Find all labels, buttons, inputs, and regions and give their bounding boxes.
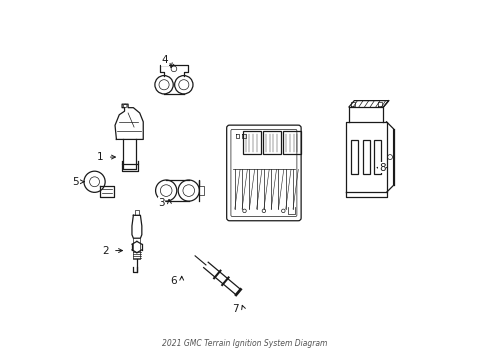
Text: 2: 2	[102, 246, 108, 256]
Bar	[263, 131, 281, 154]
Text: 3: 3	[158, 198, 164, 208]
Text: 5: 5	[72, 177, 79, 187]
Bar	[350, 140, 357, 174]
Bar	[374, 140, 381, 174]
Bar	[283, 131, 301, 154]
Bar	[242, 131, 261, 154]
Text: 6: 6	[170, 275, 177, 285]
Bar	[362, 140, 369, 174]
Text: 2021 GMC Terrain Ignition System Diagram: 2021 GMC Terrain Ignition System Diagram	[162, 338, 326, 348]
Text: 4: 4	[162, 55, 168, 65]
Text: 8: 8	[378, 163, 385, 173]
Text: 1: 1	[96, 152, 103, 162]
Text: 7: 7	[232, 304, 239, 314]
